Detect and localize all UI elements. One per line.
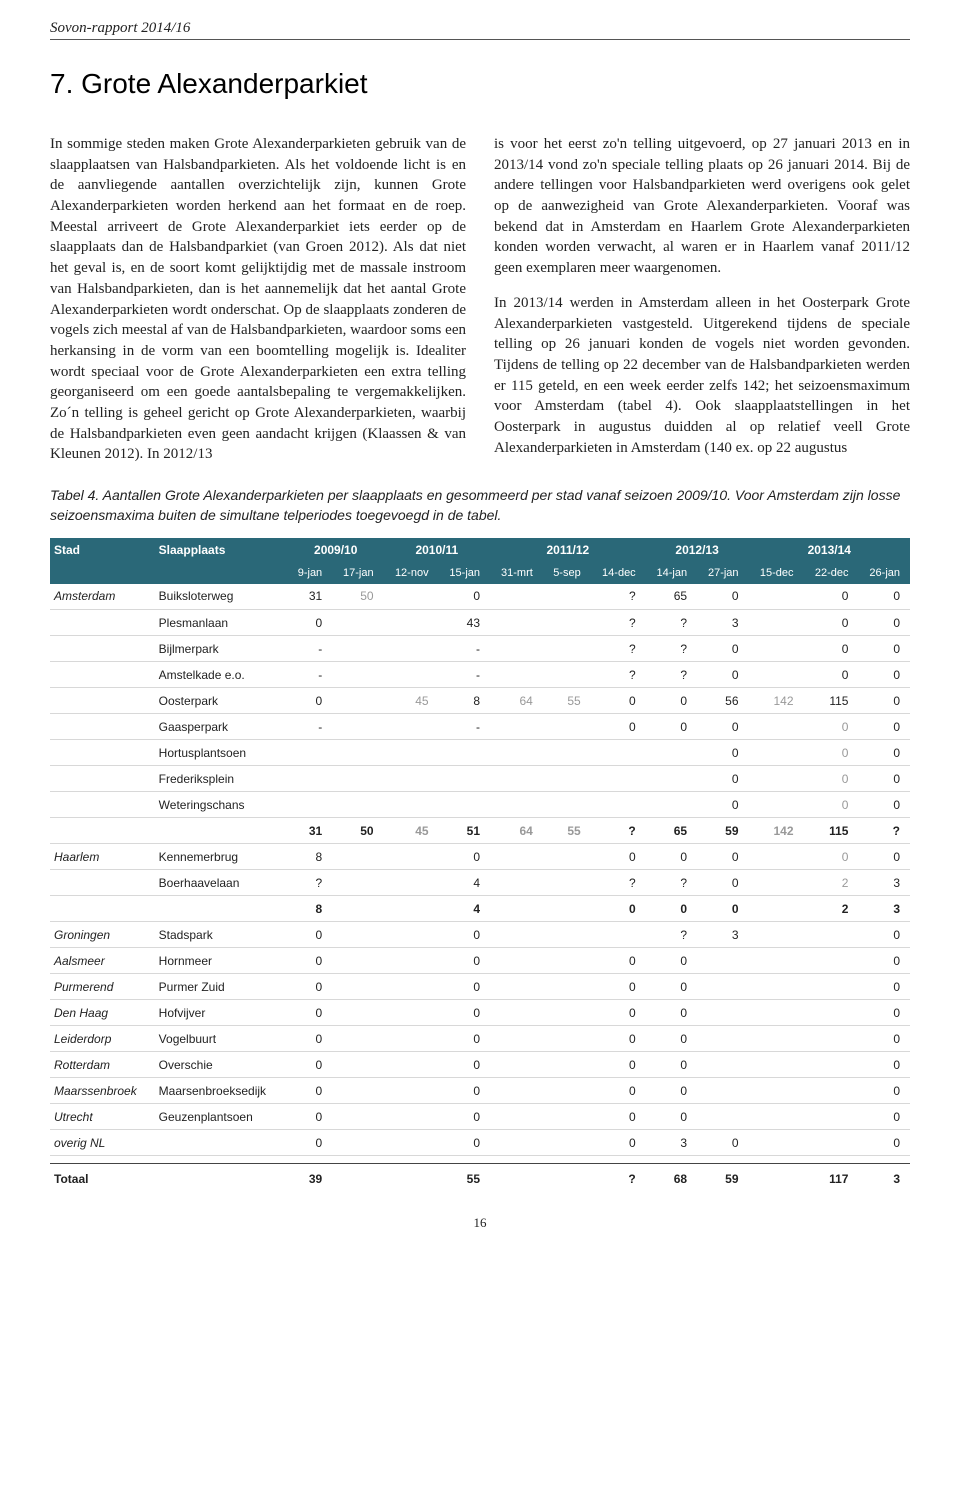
chapter-title: 7. Grote Alexanderparkiet (50, 68, 910, 100)
table-caption: Tabel 4. Aantallen Grote Alexanderparkie… (50, 485, 910, 526)
report-header: Sovon-rapport 2014/16 (50, 20, 910, 40)
table-body: AmsterdamBuiksloterweg31500?65000Plesman… (50, 584, 910, 1192)
body-left-column: In sommige steden maken Grote Alexanderp… (50, 134, 466, 465)
body-text: In sommige steden maken Grote Alexanderp… (50, 134, 910, 465)
body-right-column: is voor het eerst zo'n telling uitgevoer… (494, 134, 910, 465)
data-table: StadSlaapplaats2009/102010/112011/122012… (50, 538, 910, 1192)
page-number: 16 (50, 1215, 910, 1231)
table-header: StadSlaapplaats2009/102010/112011/122012… (50, 538, 910, 584)
